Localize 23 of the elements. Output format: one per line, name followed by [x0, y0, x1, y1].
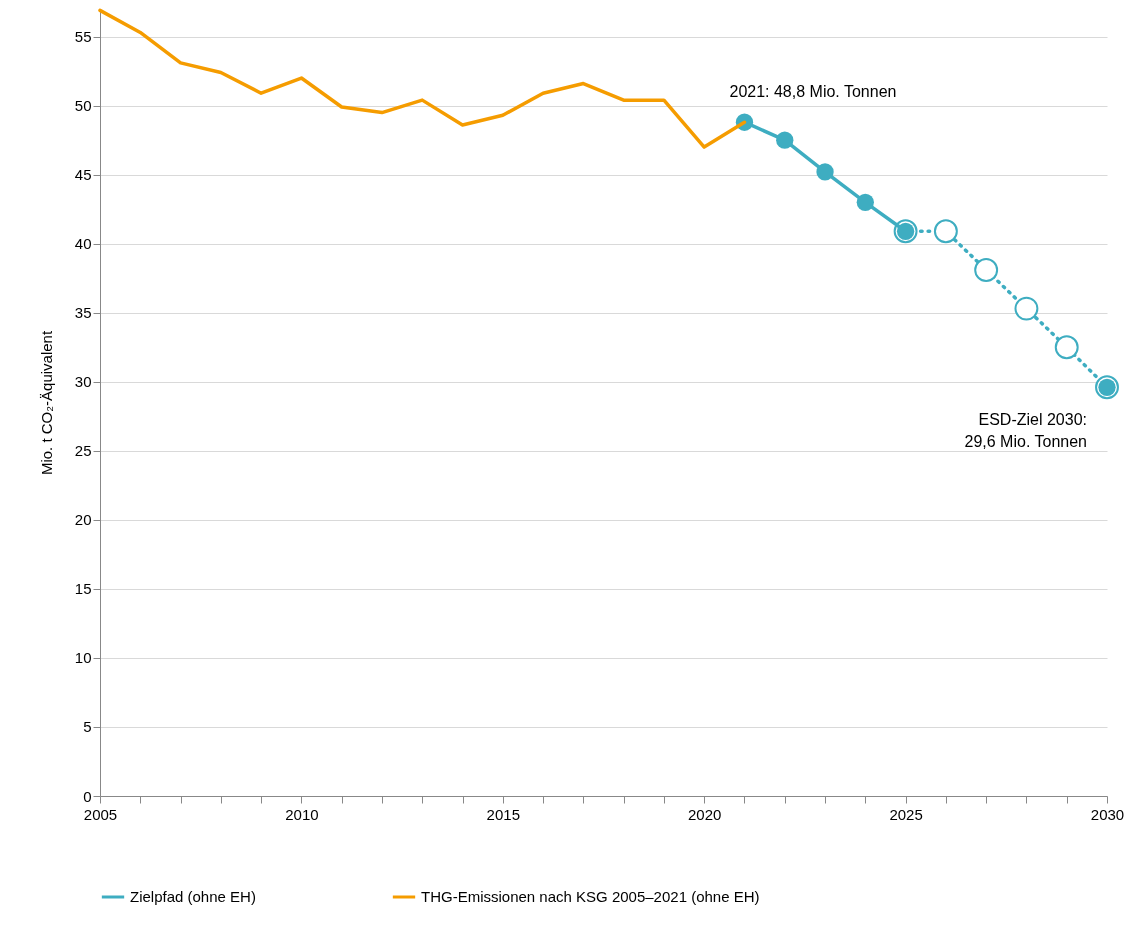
y-tick-label: 5 — [83, 718, 92, 736]
y-tick-label: 40 — [74, 235, 92, 253]
x-tick-label: 2030 — [1090, 805, 1125, 823]
annotation: ESD-Ziel 2030: 29,6 Mio. Tonnen — [964, 411, 1087, 451]
y-tick-label: 35 — [74, 304, 92, 322]
y-tick-label: 25 — [74, 442, 92, 460]
y-tick-label: 15 — [74, 580, 92, 598]
y-tick-label: 0 — [83, 787, 92, 805]
annotation: 2021: 48,8 Mio. Tonnen — [729, 83, 897, 101]
x-tick-label: 2010 — [285, 805, 319, 823]
y-tick-label: 30 — [74, 373, 92, 391]
legend-label: THG-Emissionen nach KSG 2005–2021 (ohne EH) — [421, 888, 760, 905]
legend-label: Zielpfad (ohne EH) — [130, 888, 256, 905]
x-tick-label: 2005 — [83, 805, 118, 823]
x-tick-label: 2015 — [486, 805, 520, 823]
y-tick-label: 55 — [74, 28, 92, 46]
y-axis-title: Mio. t CO₂-Äquivalent — [37, 330, 55, 476]
x-tick-label: 2020 — [688, 805, 722, 823]
y-tick-label: 10 — [74, 649, 92, 667]
y-tick-label: 20 — [74, 511, 92, 529]
y-tick-label: 45 — [74, 166, 92, 184]
y-tick-label: 50 — [74, 97, 92, 115]
x-tick-label: 2025 — [889, 805, 923, 823]
